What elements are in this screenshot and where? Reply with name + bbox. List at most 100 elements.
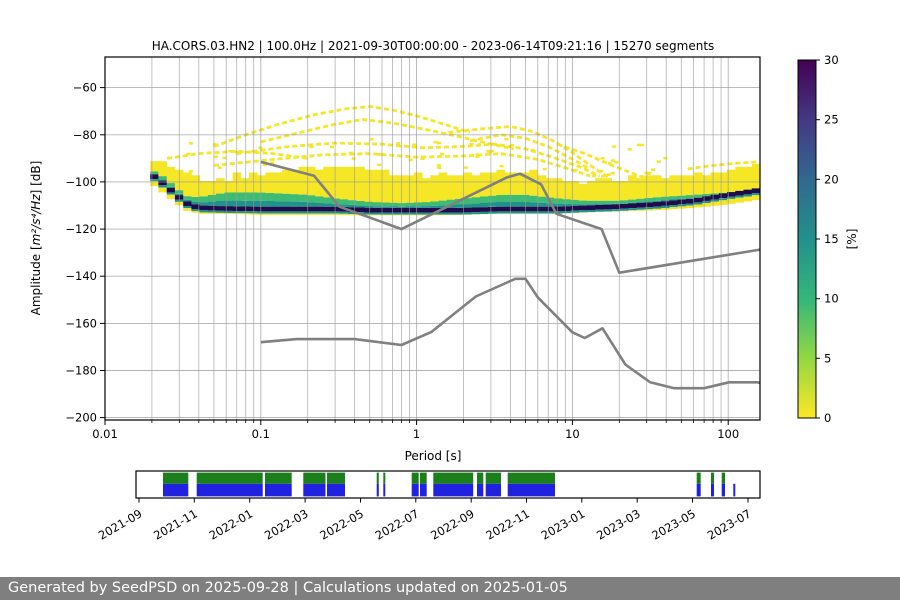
heatmap-column <box>644 198 654 202</box>
fleck <box>607 162 612 165</box>
y-axis-label-prefix: Amplitude [ <box>29 245 43 316</box>
heatmap-column <box>315 202 324 207</box>
fleck <box>612 145 617 148</box>
heatmap-column <box>298 201 308 207</box>
heatmap-column <box>380 202 390 207</box>
fleck <box>262 163 267 167</box>
heatmap-column <box>430 205 439 208</box>
availability-segment-green <box>163 472 189 484</box>
y-axis-label-units: m²/s⁴/Hz <box>29 194 43 246</box>
fleck <box>504 138 509 141</box>
heatmap-column <box>652 197 662 201</box>
heatmap-column <box>504 211 514 214</box>
fleck <box>463 166 468 169</box>
heatmap-column <box>504 206 514 212</box>
heatmap-column <box>273 211 283 214</box>
heatmap-column <box>282 211 291 214</box>
heatmap-column <box>545 211 555 214</box>
heatmap-column <box>628 199 637 203</box>
heatmap-column <box>389 207 398 213</box>
heatmap-column <box>348 166 357 201</box>
heatmap-column <box>380 214 390 216</box>
heatmap-column <box>529 195 538 203</box>
heatmap-column <box>348 200 357 205</box>
heatmap-column <box>496 202 505 207</box>
heatmap-column <box>661 178 670 197</box>
wisp-trace <box>687 160 758 171</box>
x-tick-label: 1 <box>413 427 420 441</box>
fleck <box>610 172 615 175</box>
heatmap-column <box>727 196 736 199</box>
x-tick-label: 0.1 <box>252 427 270 441</box>
heatmap-column <box>290 194 299 202</box>
heatmap-column <box>743 194 753 197</box>
heatmap-column <box>216 212 225 214</box>
heatmap-column <box>331 213 341 215</box>
heatmap-column <box>512 206 522 212</box>
heatmap-column <box>570 204 580 206</box>
heatmap-column <box>199 181 209 197</box>
heatmap-column <box>348 212 357 215</box>
heatmap-column <box>644 209 654 211</box>
heatmap-column <box>554 198 563 204</box>
heatmap-column <box>224 206 233 211</box>
heatmap-column <box>661 205 670 208</box>
availability-segment-green <box>477 472 484 484</box>
heatmap-column <box>290 206 299 212</box>
y-tick-label: −60 <box>73 81 97 95</box>
heatmap-column <box>652 175 662 198</box>
heatmap-column <box>636 198 645 203</box>
fleck <box>614 161 619 164</box>
heatmap-column <box>718 200 728 205</box>
heatmap-column <box>240 178 250 193</box>
heatmap-column <box>224 213 233 214</box>
fleck <box>412 143 417 146</box>
heatmap-column <box>331 166 341 199</box>
fleck <box>396 142 401 145</box>
date-tick-label: 2022-09 <box>428 506 477 542</box>
heatmap-column <box>562 199 571 204</box>
fleck <box>601 174 606 178</box>
heatmap-column <box>216 178 225 194</box>
availability-segment-green <box>696 472 701 484</box>
y-axis-label-suffix: ] [dB] <box>29 160 43 195</box>
heatmap-column <box>438 205 448 208</box>
heatmap-column <box>619 181 629 201</box>
availability-segment-green <box>376 472 379 484</box>
high-noise-wisps <box>166 105 758 184</box>
colorbar-tick-label: 5 <box>824 351 831 365</box>
heatmap-column <box>183 206 192 209</box>
heatmap-column <box>413 212 423 215</box>
heatmap-column <box>529 202 538 207</box>
heatmap-column <box>339 211 349 214</box>
heatmap-column <box>488 211 497 214</box>
heatmap-column <box>158 185 167 188</box>
heatmap-column <box>273 206 283 212</box>
heatmap-column <box>405 207 415 213</box>
heatmap-column <box>240 206 250 212</box>
heatmap-column <box>372 207 382 213</box>
heatmap-column <box>364 214 373 216</box>
heatmap-column <box>298 166 308 195</box>
heatmap-column <box>595 200 604 205</box>
heatmap-column <box>405 212 415 215</box>
heatmap-column <box>636 203 645 208</box>
fleck <box>440 152 445 156</box>
heatmap-column <box>644 201 654 203</box>
heatmap-column <box>331 206 341 212</box>
heatmap-column <box>191 201 200 205</box>
heatmap-column <box>207 210 217 213</box>
fleck <box>369 138 374 141</box>
heatmap-column <box>504 172 514 195</box>
heatmap-column <box>512 211 522 214</box>
heatmap-column <box>496 206 505 212</box>
heatmap-column <box>306 206 316 212</box>
date-tick-label: 2021-11 <box>151 506 200 542</box>
heatmap-column <box>661 208 670 210</box>
x-tick-label: 0.01 <box>92 427 118 441</box>
heatmap-column <box>150 181 159 187</box>
heatmap-column <box>372 212 382 215</box>
fleck <box>469 143 474 146</box>
availability-segment-blue <box>733 483 736 497</box>
heatmap-column <box>710 199 720 202</box>
